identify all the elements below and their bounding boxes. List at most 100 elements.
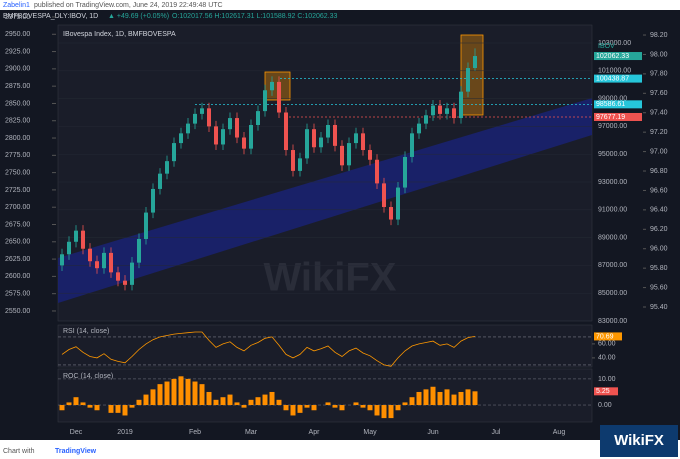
candle-body: [88, 248, 92, 262]
x-tick-label: 2019: [117, 429, 133, 436]
candle-body: [459, 91, 463, 119]
roc-bar: [402, 402, 408, 406]
ohlc: O:102017.56 H:102617.31 L:101588.92 C:10…: [172, 13, 338, 20]
roc-bar: [59, 405, 65, 411]
candle-body: [158, 173, 162, 189]
roc-label: 5.25: [596, 388, 610, 395]
far-tick-label: 95.80: [650, 265, 668, 272]
roc-bar: [367, 405, 373, 411]
candle-body: [263, 90, 267, 112]
rsi-tick-label: 40.00: [598, 355, 616, 362]
highlight-box: [460, 34, 484, 116]
y-tick-label: 101000.00: [598, 68, 631, 75]
roc-bar: [248, 399, 254, 406]
candle-body: [389, 207, 393, 220]
roc-bar: [164, 381, 170, 406]
roc-bar: [66, 402, 72, 406]
price-tag: [594, 52, 642, 61]
candle-body: [466, 68, 470, 92]
far-tick-label: 98.20: [650, 32, 668, 39]
candle-body: [305, 129, 309, 159]
roc-bar: [227, 394, 233, 406]
footer-text: Chart with: [3, 448, 35, 455]
rsi-label: 70.69: [596, 333, 614, 340]
roc-tick-label: 10.00: [598, 376, 616, 383]
candle-body: [452, 108, 456, 119]
candle-body: [95, 261, 99, 269]
candle-body: [277, 81, 281, 113]
y-tick-label: 93000.00: [598, 179, 627, 186]
y-tick-label: 103000.00: [598, 40, 631, 47]
roc-bar: [339, 405, 345, 411]
candle-body: [123, 280, 127, 285]
roc-bar: [206, 391, 212, 406]
roc-bar: [451, 394, 457, 406]
watermark: WikiFX: [264, 256, 397, 300]
roc-bar: [353, 402, 359, 406]
candle-body: [347, 143, 351, 166]
candle-body: [361, 133, 365, 151]
roc-bar: [458, 391, 464, 406]
roc-bar: [150, 389, 156, 406]
candle-body: [151, 188, 155, 213]
candle-body: [326, 125, 330, 138]
x-tick-label: Jul: [492, 429, 501, 436]
far-tick-label: 97.40: [650, 110, 668, 117]
rsi-line: [61, 331, 476, 367]
roc-bar: [122, 405, 128, 416]
author: Zabelin1: [3, 2, 30, 9]
logo-box: [600, 425, 678, 457]
roc-bar: [381, 405, 387, 419]
candle-body: [340, 145, 344, 166]
left-tick-label: 2600.00: [5, 273, 30, 280]
y-tick-label: 87000.00: [598, 262, 627, 269]
candle-body: [74, 230, 78, 242]
roc-bar: [262, 394, 268, 406]
roc-bar: [87, 405, 93, 408]
roc-bar: [444, 389, 450, 406]
left-tick-label: 2750.00: [5, 169, 30, 176]
symbol: BMFBOVESPA_DLY:IBOV, 1D: [3, 13, 98, 20]
candle-body: [382, 183, 386, 208]
far-tick-label: 96.20: [650, 226, 668, 233]
candle-body: [60, 254, 64, 266]
candle-body: [116, 272, 120, 281]
level-tag: [594, 74, 642, 83]
candle-body: [200, 108, 204, 114]
candle-body: [67, 241, 71, 255]
roc-bar: [332, 405, 338, 408]
roc-bar: [395, 405, 401, 411]
roc-bar: [129, 405, 135, 408]
far-tick-label: 96.00: [650, 246, 668, 253]
left-tick-label: 2775.00: [5, 152, 30, 159]
roc-bar: [360, 405, 366, 408]
candle-body: [228, 118, 232, 130]
rsi-pane: [57, 324, 593, 368]
roc-bar: [276, 399, 282, 406]
candle-body: [235, 118, 239, 138]
roc-bar: [465, 389, 471, 406]
roc-bar: [171, 378, 177, 406]
candle-body: [186, 123, 190, 134]
y-tick-label: 85000.00: [598, 290, 627, 297]
roc-bar: [290, 405, 296, 416]
candle-body: [375, 159, 379, 184]
roc-bar: [437, 391, 443, 406]
roc-pane: [57, 368, 593, 423]
candle-body: [256, 111, 260, 126]
candle-body: [221, 129, 225, 145]
y-tick-label: 99000.00: [598, 95, 627, 102]
roc-bar: [423, 389, 429, 406]
roc-bar: [311, 405, 317, 411]
y-tick-label: 97000.00: [598, 123, 627, 130]
candle-body: [298, 158, 302, 171]
change: ▲ +49.69 (+0.05%): [108, 13, 169, 20]
far-tick-label: 96.40: [650, 207, 668, 214]
roc-tick-label: 0.00: [598, 402, 612, 409]
y-tick-label: 91000.00: [598, 207, 627, 214]
candle-body: [438, 105, 442, 114]
candle-body: [368, 150, 372, 160]
logo: WikiFX: [614, 432, 664, 449]
